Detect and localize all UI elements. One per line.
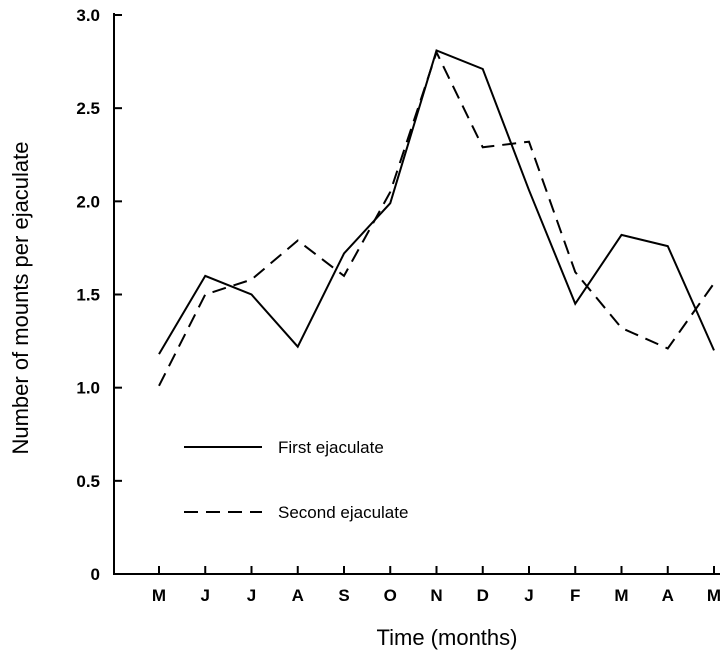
x-tick-label: D xyxy=(477,586,489,605)
y-tick-label: 2.0 xyxy=(76,192,100,211)
y-tick-label: 3.0 xyxy=(76,6,100,25)
y-tick-label: 0 xyxy=(91,565,100,584)
legend-label-second-ejaculate: Second ejaculate xyxy=(278,503,408,522)
x-tick-label: M xyxy=(152,586,166,605)
series-line-first-ejaculate xyxy=(158,49,715,355)
y-tick-label: 1.5 xyxy=(76,286,100,305)
x-tick-label: A xyxy=(662,586,674,605)
y-tick-label: 1.0 xyxy=(76,379,100,398)
x-tick-label: J xyxy=(247,586,256,605)
x-tick-label: M xyxy=(614,586,628,605)
y-tick-label: 2.5 xyxy=(76,99,100,118)
legend-label-first-ejaculate: First ejaculate xyxy=(278,438,384,457)
x-tick-label: S xyxy=(338,586,349,605)
y-ticks: 0 0.5 1.0 1.5 2.0 2.5 3.0 xyxy=(76,6,122,584)
legend: First ejaculate Second ejaculate xyxy=(184,438,408,522)
x-tick-label: J xyxy=(201,586,210,605)
x-tick-label: O xyxy=(384,586,397,605)
y-tick-label: 0.5 xyxy=(76,472,100,491)
x-axis-title: Time (months) xyxy=(377,625,518,650)
x-tick-label: A xyxy=(292,586,304,605)
x-tick-label: J xyxy=(524,586,533,605)
series-line-second-ejaculate xyxy=(158,49,715,387)
series-layer xyxy=(158,49,715,387)
x-tick-label: N xyxy=(430,586,442,605)
x-tick-label: M xyxy=(707,586,721,605)
x-tick-label: F xyxy=(570,586,580,605)
axes xyxy=(113,13,720,575)
y-axis-title: Number of mounts per ejaculate xyxy=(8,141,33,454)
